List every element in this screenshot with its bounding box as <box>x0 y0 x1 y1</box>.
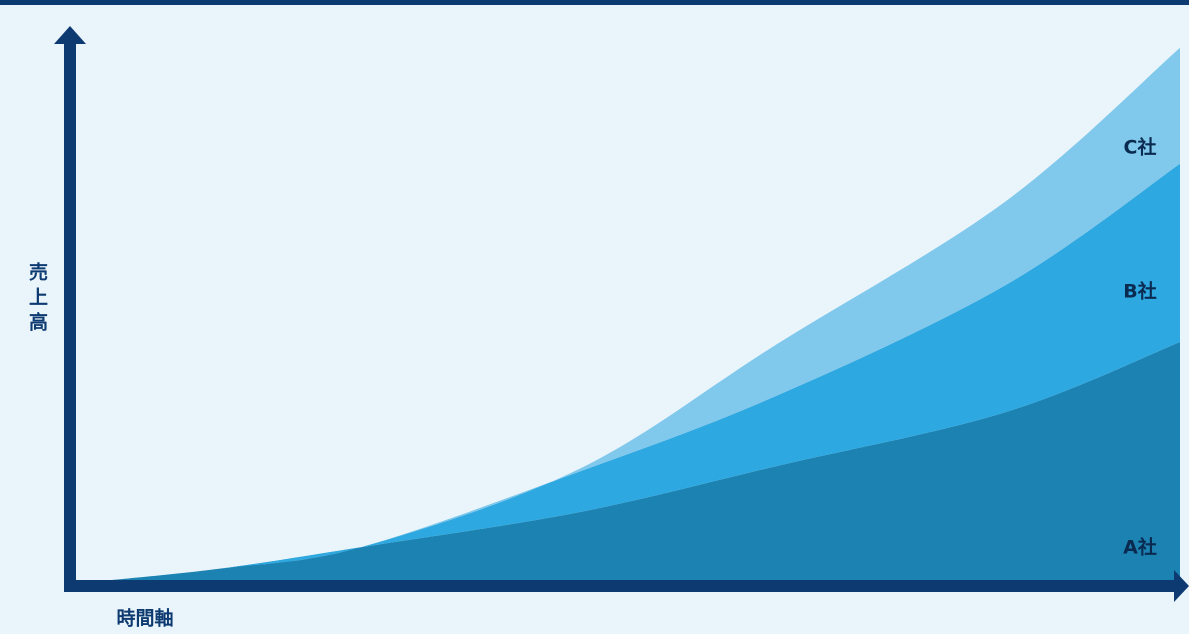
y-axis-arrow <box>54 26 86 44</box>
top-border <box>0 0 1189 5</box>
x-axis-label: 時間軸 <box>116 607 173 630</box>
series-label: A社 <box>1123 536 1157 559</box>
areas <box>88 47 1180 585</box>
series-label: B社 <box>1123 280 1156 303</box>
series-label: C社 <box>1124 136 1157 159</box>
x-axis <box>64 580 1176 592</box>
y-axis-label: 売上高 <box>26 262 48 337</box>
area <box>88 163 1180 583</box>
x-axis-arrow <box>1174 570 1189 602</box>
y-axis <box>64 40 76 592</box>
area <box>88 342 1180 585</box>
